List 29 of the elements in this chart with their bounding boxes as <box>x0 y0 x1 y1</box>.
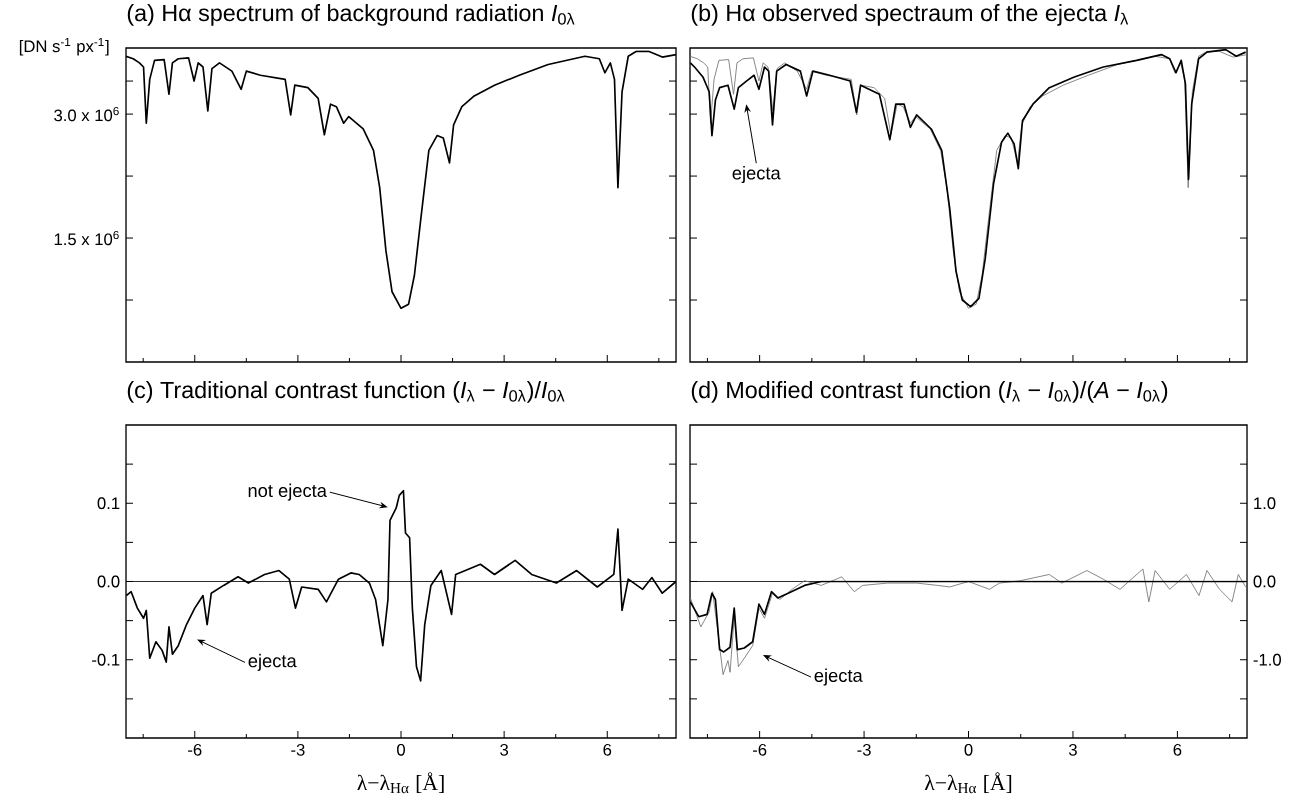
chart-title: (c) Traditional contrast function (I$_{λ}$ − I$_{0λ}$)/I$_{0λ}$ <box>127 381 565 403</box>
y-tick-label: 1.0 <box>1254 497 1276 510</box>
x-axis-title: λ−λ$_{Hα}$ [Å] <box>924 772 1012 794</box>
x-tick-label: 6 <box>603 743 612 756</box>
chart-title: (b) Hα observed spectraum of the ejecta I$_{λ}$ <box>691 4 1129 26</box>
x-tick-label: 0 <box>397 743 406 756</box>
annotation: not ejecta <box>248 483 327 501</box>
y-tick-label: -0.1 <box>92 653 120 666</box>
y-tick-label: 3.0 x 10$^{6}$ <box>54 106 119 122</box>
x-tick-label: 6 <box>1173 743 1182 756</box>
chart-title: (a) Hα spectrum of background radiation I$_{0λ}$ <box>127 4 575 26</box>
y-tick-label: 0.0 <box>1253 575 1276 588</box>
y-tick-label: 0.1 <box>97 497 120 510</box>
annotation: ejecta <box>248 653 297 671</box>
y-tick-label: 0.0 <box>97 575 120 588</box>
y-axis-title: [DN s$^{-1}$ px$^{-1}$] <box>19 37 109 56</box>
x-tick-label: -3 <box>291 743 305 756</box>
x-tick-label: 3 <box>500 743 509 756</box>
annotation: ejecta <box>814 668 863 686</box>
x-tick-label: -3 <box>857 743 871 756</box>
y-tick-label: -1.0 <box>1253 653 1281 666</box>
annotation: ejecta <box>732 166 781 184</box>
x-tick-label: -6 <box>188 743 202 756</box>
x-tick-label: 3 <box>1068 743 1077 756</box>
chart-title: (d) Modified contrast function (I$_{λ}$ − I$_{0λ}$)/(A − I$_{0λ}$) <box>691 381 1168 403</box>
x-axis-title: λ−λ$_{Hα}$ [Å] <box>357 772 444 794</box>
x-tick-label: -6 <box>752 743 767 756</box>
x-tick-label: 0 <box>964 743 973 756</box>
y-tick-label: 1.5 x 10$^{6}$ <box>54 230 119 246</box>
